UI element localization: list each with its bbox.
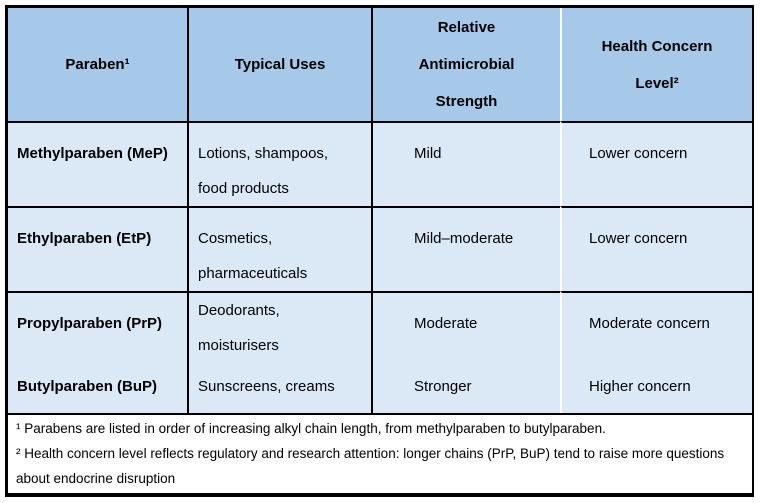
footnote-1: ¹ Parabens are listed in order of increa… [16, 421, 606, 436]
concern-value: Lower concern [560, 206, 752, 291]
concern-value: Lower concern [560, 121, 752, 206]
uses-line: pharmaceuticals [198, 265, 308, 282]
strength-value: Mild [371, 121, 560, 206]
uses-line: Sunscreens, creams [198, 378, 335, 395]
strength-value: Moderate [414, 315, 478, 332]
header-line: Health Concern [601, 37, 713, 55]
uses-line: Lotions, shampoos, [198, 145, 329, 162]
header-line: Relative [437, 19, 496, 36]
concern-value: Moderate concern [589, 315, 710, 332]
typical-uses-merged: Deodorants, moisturisers Sunscreens, cre… [187, 291, 371, 413]
uses-line: Cosmetics, [198, 230, 273, 247]
header-line: Level² [635, 74, 679, 92]
column-header-antimicrobial-strength: Relative Antimicrobial Strength [371, 8, 560, 121]
paraben-name: Ethylparaben (EtP) [8, 206, 187, 291]
footnote-2: ² Health concern level reflects regulato… [16, 446, 725, 486]
strength-value: Stronger [414, 378, 472, 395]
header-line: Strength [435, 93, 498, 110]
parabens-table: Paraben¹ Typical Uses Relative Antimicro… [5, 5, 754, 497]
column-header-typical-uses: Typical Uses [187, 8, 371, 121]
typical-uses: Lotions, shampoos, food products [187, 121, 371, 206]
uses-line: Deodorants, [198, 302, 280, 319]
paraben-name: Butylparaben (BuP) [17, 378, 158, 395]
header-line: Antimicrobial [418, 56, 515, 73]
column-header-health-concern: Health Concern Level² [560, 8, 752, 121]
paraben-name-merged: Propylparaben (PrP) Butylparaben (BuP) [8, 291, 187, 413]
paraben-name: Propylparaben (PrP) [17, 315, 163, 332]
uses-line: moisturisers [198, 337, 279, 354]
footnotes: ¹ Parabens are listed in order of increa… [8, 413, 752, 493]
strength-value: Mild–moderate [371, 206, 560, 291]
concern-value: Higher concern [589, 378, 691, 395]
concern-merged: Moderate concern Higher concern [560, 291, 752, 413]
paraben-name: Methylparaben (MeP) [8, 121, 187, 206]
typical-uses: Deodorants, moisturisers [198, 293, 371, 366]
typical-uses: Cosmetics, pharmaceuticals [187, 206, 371, 291]
uses-line: food products [198, 180, 289, 197]
strength-merged: Moderate Stronger [371, 291, 560, 413]
column-header-paraben: Paraben¹ [8, 8, 187, 121]
